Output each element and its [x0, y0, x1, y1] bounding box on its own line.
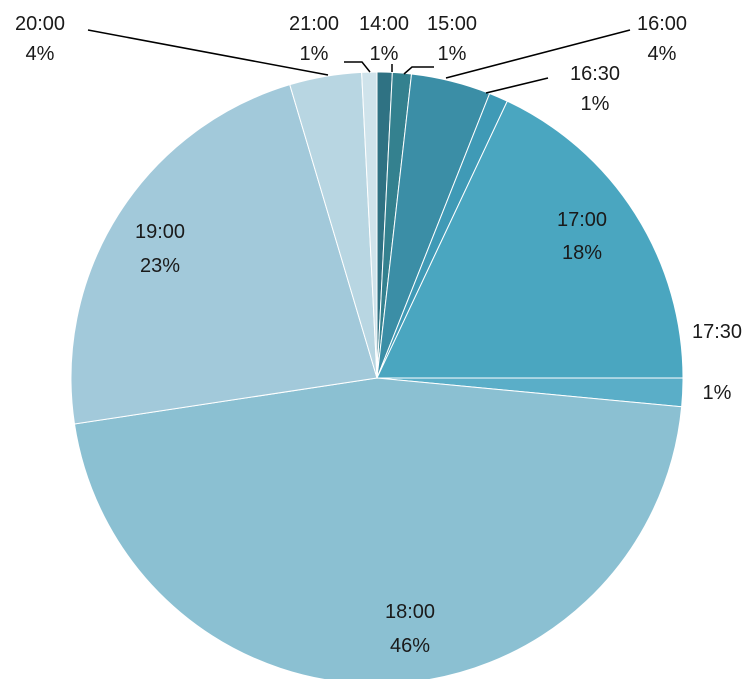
- leader-line-20-00: [87, 29, 329, 76]
- slice-label-21-00: 21:00: [289, 13, 339, 35]
- slice-percent-16-00: 4%: [648, 43, 677, 65]
- slice-labels: 14:00 1% 15:00 1% 16:00 4% 16:30 1% 17:00 18% 17:3…: [15, 13, 742, 657]
- slice-label-19-00: 19:00: [135, 221, 185, 243]
- slice-label-17-00: 17:00: [557, 209, 607, 231]
- slice-label-16-30: 16:30: [570, 63, 620, 85]
- pie-slice-17-00: [376, 100, 684, 379]
- slice-percent-21-00: 1%: [300, 43, 329, 65]
- slice-label-18-00: 18:00: [385, 601, 435, 623]
- slice-label-15-00: 15:00: [427, 13, 477, 35]
- slice-percent-19-00: 23%: [140, 255, 180, 277]
- slice-label-20-00: 20:00: [15, 13, 65, 35]
- slice-percent-15-00: 1%: [438, 43, 467, 65]
- leader-lines: [87, 29, 631, 94]
- slice-percent-16-30: 1%: [581, 93, 610, 115]
- pie-slices: [70, 71, 684, 679]
- slice-label-17-30: 17:30: [692, 321, 742, 343]
- slice-label-14-00: 14:00: [359, 13, 409, 35]
- slice-percent-18-00: 46%: [390, 635, 430, 657]
- slice-percent-17-30: 1%: [703, 382, 732, 404]
- slice-label-16-00: 16:00: [637, 13, 687, 35]
- leader-line-15-00: [403, 66, 434, 75]
- leader-line-16-30: [485, 77, 549, 94]
- slice-percent-20-00: 4%: [26, 43, 55, 65]
- pie-slice-19-00: [70, 84, 378, 425]
- slice-percent-14-00: 1%: [370, 43, 399, 65]
- leader-line-16-00: [445, 29, 631, 79]
- slice-percent-17-00: 18%: [562, 242, 602, 264]
- leader-line-21-00: [344, 61, 371, 73]
- pie-slice-18-00: [73, 377, 683, 679]
